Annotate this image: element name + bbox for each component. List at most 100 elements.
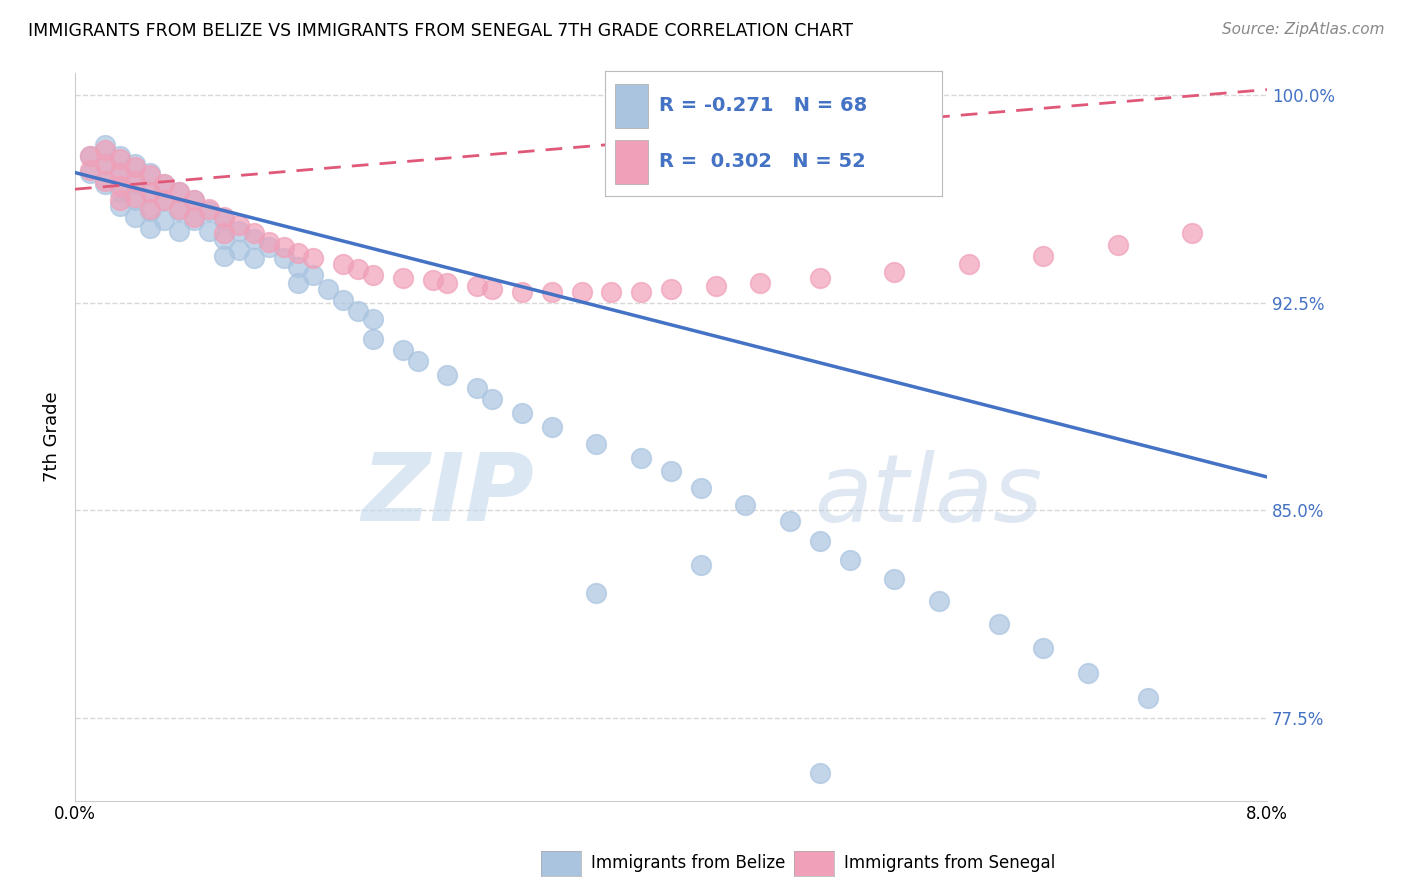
Text: atlas: atlas (814, 450, 1042, 541)
Point (273, 252, 295, 266)
Point (808, 533, 831, 548)
Point (153, 177, 176, 191)
Text: IMMIGRANTS FROM BELIZE VS IMMIGRANTS FROM SENEGAL 7TH GRADE CORRELATION CHART: IMMIGRANTS FROM BELIZE VS IMMIGRANTS FRO… (28, 22, 853, 40)
Point (243, 227, 266, 241)
Point (540, 420, 562, 434)
Point (734, 498, 756, 512)
Point (422, 273, 444, 287)
Point (273, 240, 295, 254)
Point (108, 152, 131, 166)
Point (79, 149, 101, 163)
Point (138, 202, 160, 216)
Point (704, 279, 727, 293)
Point (1107, 237, 1129, 252)
Point (585, 436, 607, 450)
Text: Immigrants from Senegal: Immigrants from Senegal (844, 855, 1054, 872)
Point (94, 144, 117, 158)
Point (1136, 691, 1159, 706)
Point (212, 232, 235, 246)
Point (600, 285, 623, 299)
Point (169, 204, 191, 219)
Point (957, 257, 980, 271)
Point (124, 177, 146, 191)
Point (108, 149, 131, 163)
Point (1077, 666, 1099, 681)
Point (94, 174, 117, 188)
Point (198, 224, 221, 238)
Point (124, 157, 146, 171)
Point (124, 193, 146, 207)
Point (302, 268, 325, 282)
Point (883, 572, 905, 586)
Point (124, 160, 146, 174)
Point (361, 312, 384, 326)
Point (124, 210, 146, 224)
Point (228, 243, 250, 257)
Point (302, 252, 325, 266)
Point (138, 221, 160, 235)
Point (391, 270, 413, 285)
Point (153, 177, 176, 191)
Point (79, 165, 101, 179)
Point (183, 210, 205, 224)
Point (108, 199, 131, 213)
Point (138, 165, 160, 179)
Text: ZIP: ZIP (361, 449, 534, 541)
Point (406, 353, 429, 368)
Point (510, 285, 533, 299)
Point (108, 193, 131, 207)
Point (212, 210, 235, 224)
Point (138, 185, 160, 199)
Point (153, 193, 176, 207)
Point (987, 616, 1010, 631)
Point (481, 282, 503, 296)
Point (169, 185, 191, 199)
Point (124, 174, 146, 188)
Point (183, 193, 205, 207)
Point (510, 406, 533, 420)
Point (436, 277, 458, 291)
Point (108, 165, 131, 179)
Point (391, 343, 413, 357)
Point (1032, 249, 1054, 263)
Point (124, 190, 146, 204)
Point (332, 257, 354, 271)
Point (347, 304, 370, 318)
Point (198, 202, 221, 216)
Point (183, 212, 205, 227)
Bar (614, 84, 648, 128)
Y-axis label: 7th Grade: 7th Grade (44, 392, 60, 482)
Point (436, 368, 458, 382)
Point (94, 177, 117, 191)
Point (138, 204, 160, 219)
Point (465, 279, 488, 293)
Point (138, 185, 160, 199)
Point (153, 193, 176, 207)
Point (361, 332, 384, 346)
Point (94, 137, 117, 152)
Point (749, 277, 772, 291)
Point (540, 285, 562, 299)
Point (838, 553, 860, 567)
Point (228, 218, 250, 232)
Point (928, 594, 950, 608)
Point (198, 204, 221, 219)
Point (659, 464, 682, 478)
Point (257, 240, 280, 254)
Point (169, 185, 191, 199)
Point (585, 586, 607, 600)
Text: R =  0.302   N = 52: R = 0.302 N = 52 (658, 153, 865, 171)
Point (228, 224, 250, 238)
Point (361, 268, 384, 282)
Point (287, 260, 309, 274)
Text: Immigrants from Belize: Immigrants from Belize (591, 855, 785, 872)
Point (1032, 641, 1054, 656)
Point (94, 157, 117, 171)
Point (169, 224, 191, 238)
Point (79, 162, 101, 177)
Point (79, 149, 101, 163)
Point (169, 202, 191, 216)
Bar (614, 140, 648, 184)
Point (779, 514, 801, 528)
Point (316, 282, 339, 296)
